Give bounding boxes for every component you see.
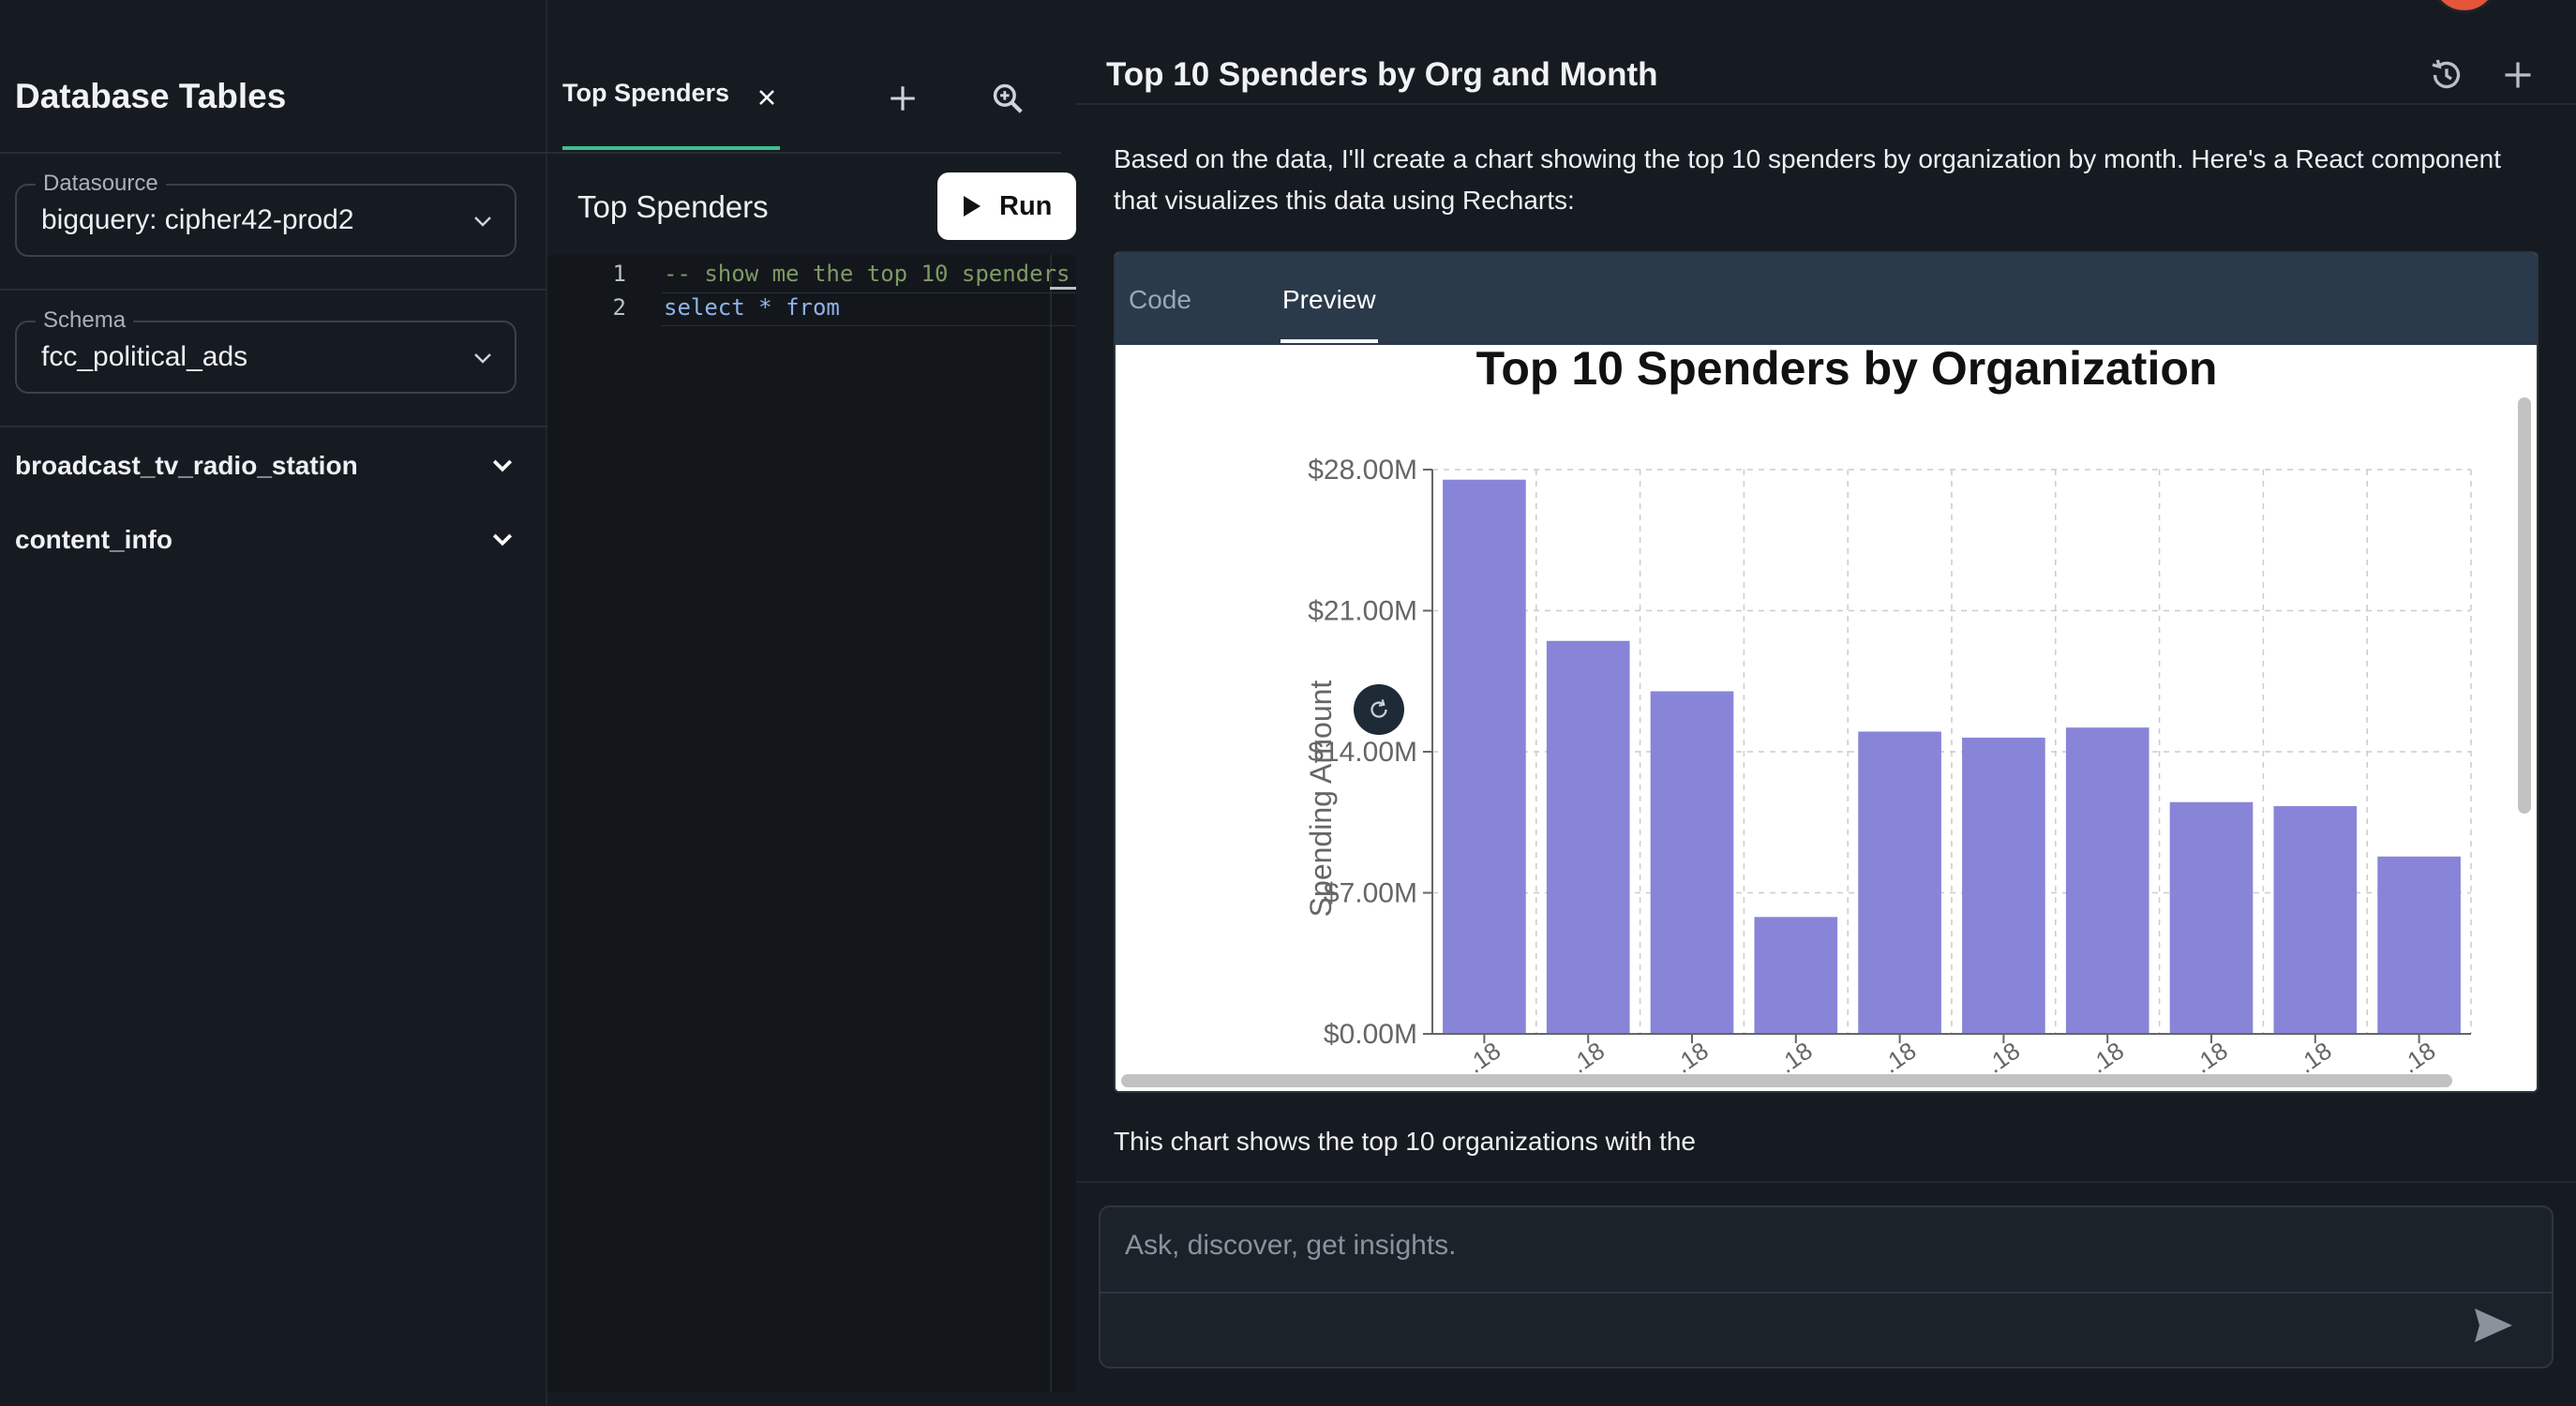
plus-icon[interactable]: [887, 82, 919, 114]
divider: [0, 426, 547, 427]
tab-top-spenders[interactable]: Top Spenders: [562, 79, 730, 107]
refresh-button[interactable]: [1354, 684, 1404, 735]
chat-composer: [1099, 1205, 2554, 1369]
code-text: select * from: [664, 294, 840, 321]
assistant-message: Based on the data, I'll create a chart s…: [1114, 144, 2502, 215]
table-item-content-info[interactable]: content_info: [15, 516, 517, 563]
x-tick-label: .18: [2293, 1037, 2337, 1079]
schema-label: Schema: [36, 307, 134, 334]
schema-value: fcc_political_ads: [41, 341, 248, 372]
horizontal-scrollbar[interactable]: [1121, 1074, 2452, 1087]
code-comment: -- show me the top 10 spenders: [664, 261, 1071, 287]
active-tab-indicator: [562, 146, 780, 150]
sql-keyword-from: from: [786, 294, 840, 321]
chart-bar: [1443, 479, 1526, 1034]
chevron-down-icon[interactable]: [488, 452, 517, 480]
datasource-label: Datasource: [36, 171, 166, 197]
datasource-select[interactable]: Datasource bigquery: cipher42-prod2: [15, 171, 517, 257]
chart-bar: [1650, 691, 1734, 1034]
close-icon[interactable]: [756, 86, 778, 109]
y-tick-label: $28.00M: [1308, 455, 1417, 486]
divider: [1076, 1181, 2576, 1183]
tab-code[interactable]: Code: [1129, 285, 1191, 314]
chart-bar: [1546, 640, 1630, 1034]
x-tick-label: .18: [1774, 1037, 1818, 1079]
chart-bar: [1754, 917, 1838, 1034]
bar-chart: Top 10 Spenders by Organization $0.00M $7.…: [1304, 342, 2472, 1079]
divider: [0, 152, 547, 154]
y-tick-label: $0.00M: [1324, 1019, 1417, 1050]
table-item-broadcast-tv-radio-station[interactable]: broadcast_tv_radio_station: [15, 442, 517, 489]
artifact-tabs: Code Preview: [1116, 253, 2537, 345]
sidebar-title: Database Tables: [15, 77, 287, 115]
tab-preview[interactable]: Preview: [1282, 285, 1376, 314]
chart-bar: [2273, 806, 2358, 1034]
divider: [547, 152, 1061, 154]
y-axis-label: Spending Amount: [1304, 681, 1338, 918]
y-tick-label: $21.00M: [1308, 596, 1417, 627]
x-tick-label: .18: [1565, 1037, 1610, 1079]
history-icon[interactable]: [2428, 56, 2465, 94]
zoom-search-icon[interactable]: [990, 81, 1026, 116]
x-tick-label: .18: [1878, 1037, 1922, 1079]
chart-bar: [2377, 856, 2461, 1034]
x-tick-label: .18: [2189, 1037, 2233, 1079]
active-line-highlight: [662, 292, 1076, 326]
divider: [1076, 103, 2576, 105]
chevron-down-icon: [474, 217, 491, 227]
plus-icon[interactable]: [2501, 58, 2535, 92]
assistant-message-continued: This chart shows the top 10 organization…: [1114, 1127, 1697, 1156]
scroll-marker: [1050, 287, 1076, 290]
table-name: content_info: [15, 525, 172, 554]
x-tick-label: .18: [1461, 1037, 1505, 1079]
x-tick-label: .18: [2397, 1037, 2441, 1079]
schema-select[interactable]: Schema fcc_political_ads: [15, 307, 517, 394]
artifact-panel: Code Preview Top 10 Spenders by Organiza…: [1114, 251, 2539, 1093]
code-line-1[interactable]: 1 -- show me the top 10 spenders: [547, 261, 1076, 294]
chart-bar: [1962, 737, 2045, 1034]
chevron-down-icon: [474, 353, 491, 364]
run-label: Run: [999, 190, 1053, 221]
line-number: 2: [612, 294, 626, 321]
chevron-down-icon[interactable]: [488, 526, 517, 554]
run-button[interactable]: Run: [937, 172, 1076, 240]
chat-title: Top 10 Spenders by Org and Month: [1106, 56, 1658, 93]
chat-input[interactable]: [1101, 1207, 2552, 1292]
chart-preview: Top 10 Spenders by Organization $0.00M $7.…: [1116, 342, 2537, 1091]
table-name: broadcast_tv_radio_station: [15, 451, 358, 480]
code-editor[interactable]: [547, 255, 1076, 1392]
y-tick-label: $7.00M: [1324, 878, 1417, 909]
editor-ruler: [1050, 255, 1052, 1392]
line-number: 1: [612, 261, 626, 287]
divider: [0, 289, 547, 291]
x-tick-label: .18: [1670, 1037, 1714, 1079]
y-tick-label: $14.00M: [1308, 737, 1417, 768]
query-title: Top Spenders: [577, 189, 769, 224]
chart-bar: [2065, 727, 2149, 1034]
vertical-scrollbar[interactable]: [2518, 397, 2531, 814]
play-icon: [964, 196, 981, 217]
sql-operator: *: [744, 294, 786, 321]
send-icon[interactable]: [2471, 1303, 2516, 1348]
code-line-2[interactable]: 2 select * from: [547, 294, 1076, 328]
active-tab-indicator: [1281, 339, 1378, 343]
composer-divider: [1101, 1292, 2552, 1294]
sidebar: Database Tables Datasource bigquery: cip…: [0, 0, 547, 1406]
refresh-icon: [1370, 699, 1387, 718]
datasource-value: bigquery: cipher42-prod2: [41, 204, 354, 235]
chart-title: Top 10 Spenders by Organization: [1476, 345, 2218, 395]
sql-keyword-select: select: [664, 294, 745, 321]
x-tick-label: .18: [2085, 1037, 2129, 1079]
chart-bar: [1858, 731, 1941, 1034]
chart-bar: [2169, 801, 2254, 1034]
x-tick-label: .18: [1981, 1037, 2025, 1079]
